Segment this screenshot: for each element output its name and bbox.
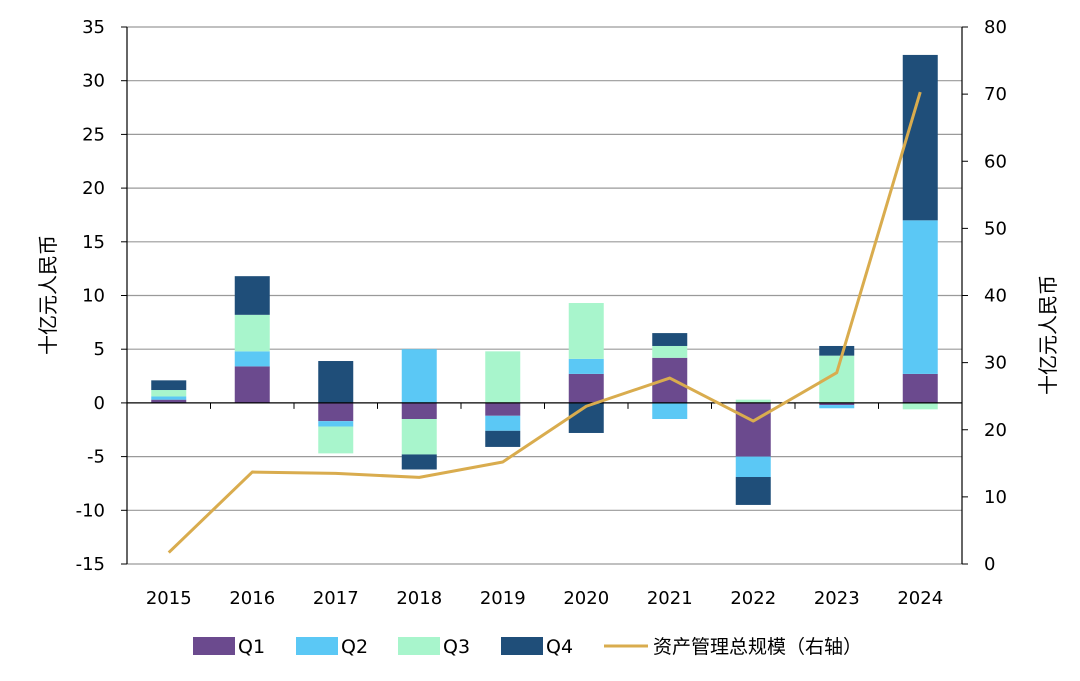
x-tick-label: 2024 [897, 588, 943, 609]
y-right-tick-label: 40 [984, 286, 1007, 307]
bar-q2-2020 [568, 358, 604, 374]
bar-q3-2020 [568, 303, 604, 359]
bar-q4-2015 [151, 380, 187, 391]
bar-q1-2018 [401, 402, 437, 420]
bar-q1-2017 [318, 402, 354, 422]
line-total-aum [167, 91, 922, 554]
bar-q1-2021 [652, 357, 688, 403]
y-right-axis-title: 十亿元人民币 [1036, 275, 1060, 395]
y-left-tick-label: 0 [94, 393, 105, 414]
legend-label-q4: Q4 [546, 636, 573, 658]
bar-q3-2018 [401, 419, 437, 455]
y-left-tick-label: -15 [76, 554, 105, 575]
x-tick-label: 2019 [480, 588, 526, 609]
bar-q1-2015 [151, 399, 187, 403]
y-left-tick-label: 10 [82, 286, 105, 307]
bar-q2-2019 [485, 415, 521, 431]
bar-q3-2016 [234, 314, 270, 352]
y-right-tick-label: 0 [984, 554, 995, 575]
y-right-tick-label: 10 [984, 487, 1007, 508]
bar-q2-2018 [401, 349, 437, 403]
x-tick-label: 2017 [313, 588, 359, 609]
legend-swatch-q2 [296, 637, 338, 655]
axes [121, 26, 968, 565]
y-left-axis-title: 十亿元人民币 [36, 235, 60, 355]
bar-q4-2018 [401, 454, 437, 470]
y-left-tick-label: 15 [82, 232, 105, 253]
y-right-tick-label: 60 [984, 151, 1007, 172]
bar-q3-2017 [318, 426, 354, 454]
bar-q1-2016 [234, 366, 270, 403]
bar-q3-2024 [902, 402, 938, 410]
legend-label-q1: Q1 [238, 636, 265, 658]
y-right-tick-label: 70 [984, 84, 1007, 105]
x-tick-label: 2018 [396, 588, 442, 609]
legend-swatch-q1 [193, 637, 235, 655]
bar-q1-2023 [819, 402, 855, 406]
bar-q2-2021 [652, 402, 688, 420]
x-tick-label: 2016 [229, 588, 275, 609]
bar-q1-2024 [902, 373, 938, 403]
x-tick-label: 2015 [146, 588, 192, 609]
legend-label-q2: Q2 [341, 636, 368, 658]
bar-q1-2020 [568, 373, 604, 403]
legend-label-q3: Q3 [443, 636, 470, 658]
bar-q1-2019 [485, 402, 521, 416]
legend-label-total-aum: 资产管理总规模（右轴） [653, 636, 862, 658]
tick-labels: 35302520151050-5-10-15807060504030201002… [36, 17, 1060, 609]
y-left-tick-label: -10 [76, 500, 105, 521]
bars [151, 54, 938, 505]
bar-q2-2016 [234, 351, 270, 367]
y-left-tick-label: 5 [94, 339, 105, 360]
bar-q3-2019 [485, 351, 521, 403]
bar-q2-2023 [819, 405, 855, 409]
bar-q2-2024 [902, 220, 938, 374]
y-left-tick-label: 30 [82, 71, 105, 92]
x-tick-label: 2020 [563, 588, 609, 609]
bar-q4-2021 [652, 333, 688, 346]
bar-q4-2019 [485, 430, 521, 447]
bar-q3-2015 [151, 390, 187, 397]
y-left-tick-label: 20 [82, 178, 105, 199]
y-right-tick-label: 20 [984, 420, 1007, 441]
bar-q3-2021 [652, 345, 688, 358]
y-right-tick-label: 50 [984, 218, 1007, 239]
bar-q3-2022 [735, 399, 771, 403]
y-left-tick-label: 25 [82, 124, 105, 145]
bar-q2-2022 [735, 456, 771, 478]
y-right-tick-label: 30 [984, 353, 1007, 374]
bar-q4-2023 [819, 345, 855, 356]
x-tick-label: 2021 [647, 588, 693, 609]
y-left-tick-label: -5 [87, 447, 105, 468]
bar-q4-2017 [318, 361, 354, 403]
x-tick-label: 2022 [730, 588, 776, 609]
bar-q1-2022 [735, 402, 771, 457]
bar-q4-2024 [902, 54, 938, 221]
legend-swatch-q4 [501, 637, 543, 655]
bar-q4-2016 [234, 276, 270, 315]
bar-q2-2015 [151, 396, 187, 400]
legend: Q1 Q2 Q3 Q4 资产管理总规模（右轴） [193, 636, 862, 658]
x-tick-label: 2023 [814, 588, 860, 609]
legend-swatch-q3 [398, 637, 440, 655]
y-right-tick-label: 80 [984, 17, 1007, 38]
total-aum-line [167, 91, 922, 554]
bar-q2-2017 [318, 421, 354, 427]
y-left-tick-label: 35 [82, 17, 105, 38]
bar-q4-2022 [735, 477, 771, 505]
